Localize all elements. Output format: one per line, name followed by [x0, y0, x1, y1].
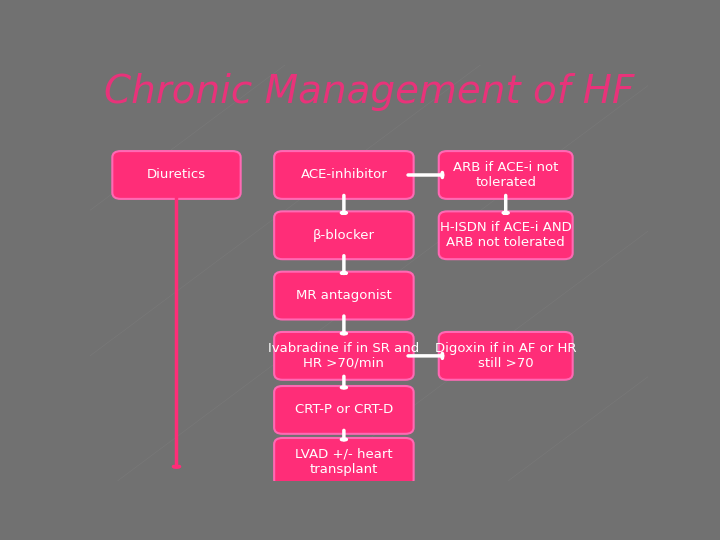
FancyBboxPatch shape [274, 272, 414, 320]
Text: MR antagonist: MR antagonist [296, 289, 392, 302]
Text: Diuretics: Diuretics [147, 168, 206, 181]
FancyBboxPatch shape [274, 151, 414, 199]
Text: Chronic Management of HF: Chronic Management of HF [104, 73, 634, 111]
FancyBboxPatch shape [438, 151, 572, 199]
Text: ARB if ACE-i not
tolerated: ARB if ACE-i not tolerated [453, 161, 559, 189]
FancyBboxPatch shape [112, 151, 240, 199]
Text: LVAD +/- heart
transplant: LVAD +/- heart transplant [295, 448, 392, 476]
Text: Digoxin if in AF or HR
still >70: Digoxin if in AF or HR still >70 [435, 342, 577, 370]
FancyBboxPatch shape [274, 386, 414, 434]
Text: ACE-inhibitor: ACE-inhibitor [300, 168, 387, 181]
FancyBboxPatch shape [438, 211, 572, 259]
Text: β-blocker: β-blocker [313, 229, 375, 242]
FancyBboxPatch shape [274, 438, 414, 486]
FancyBboxPatch shape [438, 332, 572, 380]
FancyBboxPatch shape [274, 211, 414, 259]
Text: Ivabradine if in SR and
HR >70/min: Ivabradine if in SR and HR >70/min [269, 342, 420, 370]
Text: H-ISDN if ACE-i AND
ARB not tolerated: H-ISDN if ACE-i AND ARB not tolerated [440, 221, 572, 249]
FancyBboxPatch shape [274, 332, 414, 380]
Text: CRT-P or CRT-D: CRT-P or CRT-D [294, 403, 393, 416]
